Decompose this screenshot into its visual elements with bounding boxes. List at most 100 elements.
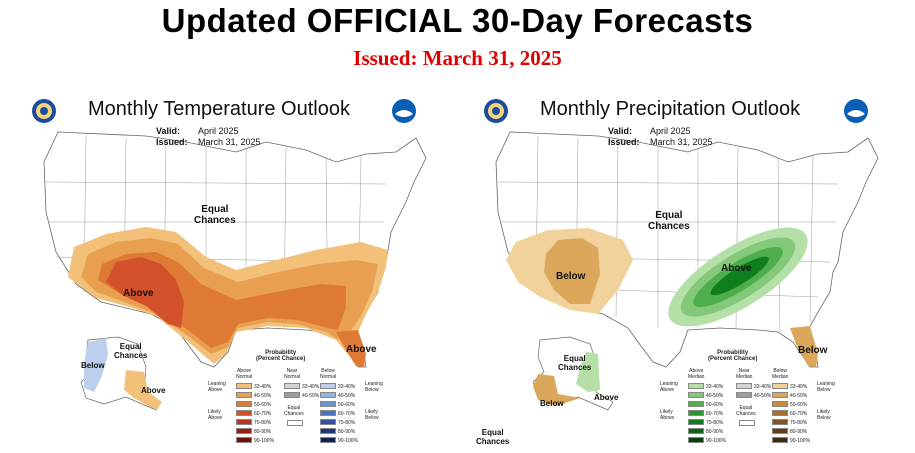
below-florida-label: Below [798, 345, 828, 356]
legend-col1-swatch [688, 419, 704, 425]
page-title: Updated OFFICIAL 30-Day Forecasts [161, 2, 754, 39]
legend-col2-range: 40-50% [302, 393, 320, 399]
valid-value: April 2025 [198, 126, 239, 136]
legend-col1-range: 33-40% [254, 384, 272, 390]
alaska-above-label: Above [141, 386, 166, 395]
legend-equal-chances: Equal Chances [284, 405, 304, 417]
legend-col3-range: 80-90% [338, 429, 356, 435]
valid-value: April 2025 [650, 126, 691, 136]
legend-col1-swatch [236, 428, 252, 434]
alaska-above-label: Above [594, 393, 619, 402]
legend-equal-swatch [739, 420, 755, 426]
alaska-equal-chances-top-label: Equal Chances [558, 354, 592, 372]
legend-col3-swatch [772, 401, 788, 407]
legend-col3-swatch [320, 401, 336, 407]
doc-seal-icon [484, 99, 508, 123]
below-sw-mid-region [544, 238, 600, 304]
legend-col3-swatch [320, 419, 336, 425]
legend-col1-swatch [236, 383, 252, 389]
legend-col3-range: 90-100% [790, 438, 811, 444]
precipitation-legend: Probability (Percent Chance) Above Media… [636, 348, 836, 448]
alaska-below-label: Below [540, 399, 564, 408]
temperature-map [43, 131, 427, 411]
issued-value: March 31, 2025 [198, 137, 261, 147]
legend-likely-below: Likely Below [365, 409, 379, 421]
legend-col3-swatch [772, 419, 788, 425]
legend-col1-swatch [688, 428, 704, 434]
legend-col1-range: 70-80% [706, 420, 724, 426]
legend-equal-swatch [287, 420, 303, 426]
legend-col2-swatch [736, 392, 752, 398]
legend-col1-swatch [688, 401, 704, 407]
alaska-above-region [124, 370, 162, 410]
legend-col2-header: Near Median [736, 368, 753, 380]
legend-col1-swatch [236, 419, 252, 425]
legend-col1-swatch [236, 437, 252, 443]
legend-col3-range: 40-50% [790, 393, 808, 399]
florida-region [336, 330, 366, 367]
legend-col1-range: 70-80% [254, 420, 272, 426]
issued-row: Issued: March 31, 2025 [156, 137, 261, 147]
legend-likely-above: Likely Above [208, 409, 223, 421]
legend-leaning-above: Leaning Above [660, 381, 678, 393]
legend-col3-range: 70-80% [790, 420, 808, 426]
legend-col2-range: 33-40% [754, 384, 772, 390]
above-florida-label: Above [346, 344, 377, 355]
legend-col1-swatch [688, 410, 704, 416]
alaska-equal-chances-bottom-label: Equal Chances [476, 428, 510, 446]
legend-col1-range: 50-60% [254, 402, 272, 408]
legend-col3-swatch [772, 383, 788, 389]
legend-col3-range: 90-100% [338, 438, 359, 444]
valid-row: Valid: April 2025 [156, 126, 239, 136]
noaa-logo-icon [392, 99, 416, 123]
legend-col2-range: 40-50% [754, 393, 772, 399]
above-green-bands [668, 227, 808, 327]
alaska-below-label: Below [81, 361, 105, 370]
legend-col3-swatch [320, 437, 336, 443]
issued-value: March 31, 2025 [650, 137, 713, 147]
legend-col3-swatch [320, 392, 336, 398]
precipitation-outlook-title: Monthly Precipitation Outlook [540, 98, 801, 120]
legend-col1-header: Above Median [688, 368, 705, 380]
legend-title: Probability (Percent Chance) [256, 350, 306, 362]
legend-col3-range: 50-60% [338, 402, 356, 408]
legend-col1-range: 80-90% [706, 429, 724, 435]
temperature-outlook-panel: Monthly Temperature Outlook Valid: April … [6, 92, 456, 453]
legend-col3-range: 33-40% [338, 384, 356, 390]
legend-col1-range: 50-60% [706, 402, 724, 408]
alaska-green-region [576, 352, 600, 392]
legend-col3-range: 60-70% [790, 411, 808, 417]
above-core-region [106, 257, 184, 328]
legend-col3-swatch [772, 428, 788, 434]
legend-col1-header: Above Normal [236, 368, 253, 380]
florida-below-region [790, 326, 818, 367]
alaska-below-region [533, 374, 580, 406]
legend-col1-swatch [236, 410, 252, 416]
legend-col1-range: 40-50% [706, 393, 724, 399]
legend-col1-range: 33-40% [706, 384, 724, 390]
issued-date: Issued: March 31, 2025 [353, 46, 562, 70]
legend-col3-range: 50-60% [790, 402, 808, 408]
legend-col3-swatch [772, 410, 788, 416]
legend-col1-swatch [236, 401, 252, 407]
legend-col1-swatch [236, 392, 252, 398]
legend-title: Probability (Percent Chance) [708, 350, 758, 362]
legend-col1-swatch [688, 437, 704, 443]
above-label: Above [721, 263, 752, 274]
legend-col3-swatch [320, 428, 336, 434]
legend-col3-range: 60-70% [338, 411, 356, 417]
above-label: Above [123, 288, 154, 299]
legend-col3-range: 33-40% [790, 384, 808, 390]
legend-col2-header: Near Normal [284, 368, 301, 380]
legend-col3-swatch [320, 410, 336, 416]
legend-likely-below: Likely Below [817, 409, 831, 421]
valid-label: Valid: [608, 126, 633, 136]
valid-row: Valid: April 2025 [608, 126, 691, 136]
issued-label: Issued: [608, 137, 640, 147]
equal-chances-label: Equal Chances [194, 204, 236, 226]
precipitation-map [495, 131, 879, 411]
legend-col1-swatch [688, 392, 704, 398]
legend-equal-chances: Equal Chances [736, 405, 756, 417]
legend-col1-range: 90-100% [706, 438, 727, 444]
legend-col1-range: 60-70% [706, 411, 724, 417]
